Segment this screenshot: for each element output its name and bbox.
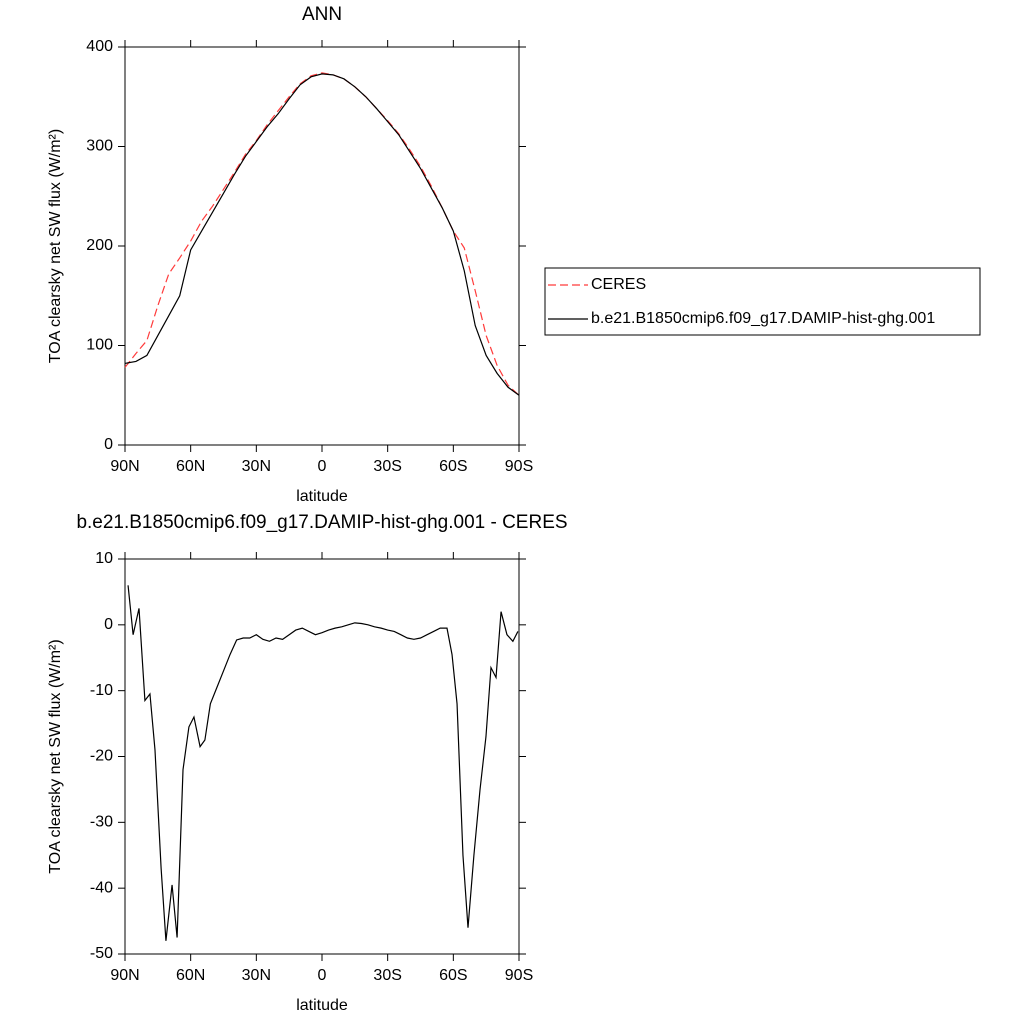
y-axis-label: TOA clearsky net SW flux (W/m²) [47,639,64,873]
x-tick-label: 90S [505,967,533,984]
y-tick-label: -10 [90,682,113,699]
x-tick-label: 60N [176,458,205,475]
x-axis-label: latitude [296,997,348,1014]
y-tick-label: 10 [95,550,113,567]
y-tick-label: 0 [104,616,113,633]
x-tick-label: 60S [439,967,467,984]
x-tick-label: 90N [110,458,139,475]
data-line [127,585,519,941]
y-tick-label: -40 [90,879,113,896]
plot-frame [124,46,520,446]
y-tick-label: -20 [90,748,113,765]
plot-frame [124,558,520,955]
chart-title: ANN [302,4,342,25]
x-tick-label: 30N [242,967,271,984]
y-tick-label: -30 [90,814,113,831]
chart-title: b.e21.B1850cmip6.f09_g17.DAMIP-hist-ghg.… [76,512,567,533]
legend-label: CERES [591,276,646,293]
x-tick-label: 90N [110,967,139,984]
y-tick-label: 400 [86,38,113,55]
data-line [124,73,520,396]
legend-label: b.e21.B1850cmip6.f09_g17.DAMIP-hist-ghg.… [591,310,935,327]
y-tick-label: 100 [86,337,113,354]
data-line [124,72,520,396]
y-axis-label: TOA clearsky net SW flux (W/m²) [47,129,64,363]
y-tick-label: 0 [104,436,113,453]
x-tick-label: 30S [373,967,401,984]
x-tick-label: 0 [318,967,327,984]
x-tick-label: 0 [318,458,327,475]
x-tick-label: 30N [242,458,271,475]
y-tick-label: 200 [86,237,113,254]
y-tick-label: 300 [86,138,113,155]
x-tick-label: 90S [505,458,533,475]
y-tick-label: -50 [90,945,113,962]
legend-box [544,267,981,336]
x-tick-label: 30S [373,458,401,475]
x-tick-label: 60N [176,967,205,984]
x-tick-label: 60S [439,458,467,475]
x-axis-label: latitude [296,488,348,505]
